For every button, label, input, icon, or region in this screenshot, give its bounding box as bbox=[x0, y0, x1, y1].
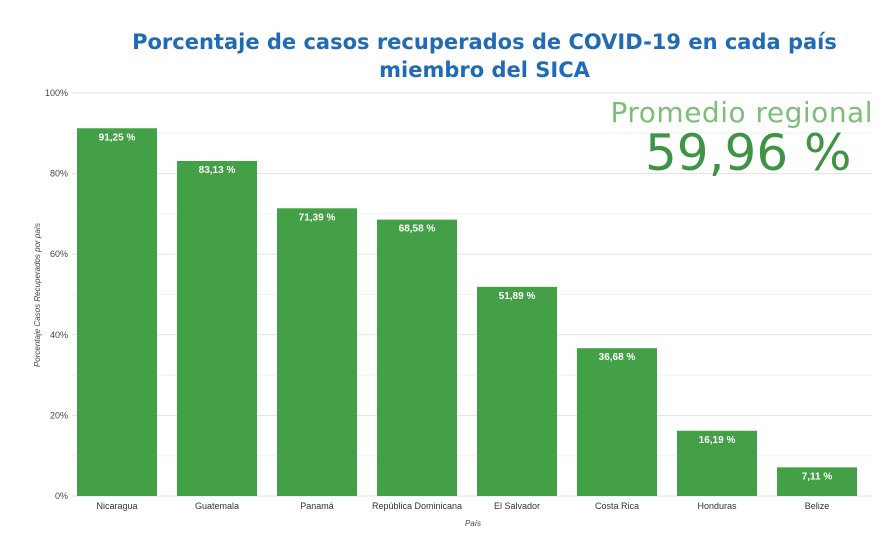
chart-title-line2: miembro del SICA bbox=[379, 58, 590, 82]
chart-title: Porcentaje de casos recuperados de COVID… bbox=[0, 28, 889, 84]
x-tick-label: Belize bbox=[805, 501, 830, 511]
bar bbox=[77, 128, 157, 496]
x-tick-label: Nicaragua bbox=[96, 501, 137, 511]
regional-average-label: Promedio regional bbox=[610, 96, 873, 129]
data-label: 51,89 % bbox=[499, 291, 536, 302]
bar bbox=[777, 467, 857, 496]
x-tick-label: Honduras bbox=[697, 501, 737, 511]
x-tick-label: Guatemala bbox=[195, 501, 239, 511]
y-tick-label: 20% bbox=[50, 410, 68, 420]
bar bbox=[177, 160, 257, 497]
data-label: 71,39 % bbox=[299, 212, 336, 223]
y-tick-label: 40% bbox=[50, 330, 68, 340]
x-axis-title: País bbox=[465, 519, 481, 528]
data-label: 91,25 % bbox=[99, 132, 136, 143]
regional-average-value: 59,96 % bbox=[645, 124, 852, 182]
data-label: 16,19 % bbox=[699, 435, 736, 446]
data-label: 68,58 % bbox=[399, 224, 436, 235]
y-tick-label: 60% bbox=[50, 249, 68, 259]
y-tick-label: 0% bbox=[55, 491, 68, 501]
x-tick-label: El Salvador bbox=[494, 501, 540, 511]
x-tick-label: Costa Rica bbox=[595, 501, 639, 511]
x-tick-label: Panamá bbox=[300, 501, 334, 511]
bar bbox=[377, 219, 457, 496]
data-label: 7,11 % bbox=[802, 471, 833, 482]
data-label: 36,68 % bbox=[599, 352, 636, 363]
bar bbox=[677, 430, 757, 496]
chart-title-line1: Porcentaje de casos recuperados de COVID… bbox=[132, 30, 837, 54]
bar bbox=[477, 286, 557, 496]
y-tick-label: 100% bbox=[45, 88, 68, 98]
data-label: 83,13 % bbox=[199, 165, 236, 176]
y-axis-title: Porcentaje Casos Recuperados por país bbox=[33, 223, 42, 367]
bar bbox=[577, 348, 657, 496]
x-tick-label: República Dominicana bbox=[372, 501, 462, 511]
bar bbox=[277, 208, 357, 497]
y-tick-label: 80% bbox=[50, 169, 68, 179]
